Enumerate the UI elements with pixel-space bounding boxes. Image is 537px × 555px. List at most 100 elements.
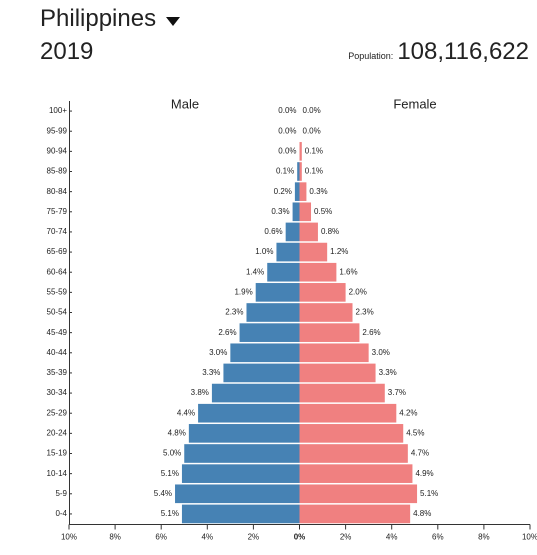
- age-group-label: 85-89: [47, 167, 68, 176]
- male-bar: [297, 162, 300, 181]
- age-group-label: 95-99: [47, 126, 68, 135]
- male-value-label: 0.3%: [271, 207, 289, 216]
- age-group-label: 80-84: [47, 187, 68, 196]
- female-value-label: 4.2%: [399, 408, 417, 417]
- x-tick-label: 6%: [432, 533, 444, 542]
- male-value-label: 0.0%: [278, 126, 296, 135]
- female-bar: [299, 484, 418, 504]
- male-bar: [276, 242, 300, 262]
- female-value-label: 2.3%: [356, 308, 374, 317]
- male-value-label: 0.1%: [276, 167, 294, 176]
- male-bar: [267, 262, 300, 282]
- female-bar: [299, 162, 302, 181]
- male-bar: [175, 484, 300, 504]
- female-bar: [299, 142, 302, 161]
- age-group-label: 70-74: [47, 227, 68, 236]
- population-label: Population:: [348, 51, 394, 61]
- male-bar: [285, 222, 300, 242]
- female-bar: [299, 303, 353, 322]
- male-bar: [211, 383, 300, 403]
- female-bar: [299, 424, 404, 443]
- male-value-label: 0.6%: [264, 227, 282, 236]
- year-label: 2019: [40, 38, 94, 65]
- male-value-label: 3.0%: [209, 348, 227, 357]
- male-value-label: 1.4%: [246, 267, 264, 276]
- male-bar: [198, 403, 300, 423]
- female-bar: [299, 343, 369, 363]
- x-tick-label: 2%: [248, 533, 260, 542]
- female-bar: [299, 444, 408, 463]
- male-bar: [239, 323, 300, 342]
- country-name: Philippines: [40, 5, 157, 32]
- x-tick-label: 4%: [202, 533, 214, 542]
- male-bar: [181, 504, 300, 524]
- female-value-label: 5.1%: [420, 489, 438, 498]
- male-value-label: 0.0%: [278, 146, 296, 155]
- male-value-label: 1.9%: [234, 287, 252, 296]
- male-bar: [184, 444, 300, 463]
- male-bar: [230, 343, 300, 363]
- female-value-label: 4.9%: [415, 469, 433, 478]
- header: Philippines 2019 Population: 108,116,622: [0, 0, 537, 80]
- female-value-label: 2.0%: [349, 287, 367, 296]
- male-value-label: 5.0%: [163, 449, 181, 458]
- male-value-label: 2.3%: [225, 308, 243, 317]
- male-value-label: 1.0%: [255, 247, 273, 256]
- age-group-label: 10-14: [47, 469, 68, 478]
- x-tick-label: 8%: [109, 533, 121, 542]
- population-block: Population: 108,116,622: [348, 38, 529, 66]
- age-group-label: 30-34: [47, 388, 68, 397]
- age-group-label: 65-69: [47, 247, 68, 256]
- female-bar: [299, 323, 360, 342]
- male-value-label: 4.8%: [168, 428, 186, 437]
- male-value-label: 3.8%: [191, 388, 209, 397]
- female-bar: [299, 222, 318, 242]
- age-group-label: 35-39: [47, 368, 68, 377]
- male-value-label: 5.1%: [161, 469, 179, 478]
- female-value-label: 4.8%: [413, 509, 431, 518]
- female-value-label: 0.0%: [303, 126, 321, 135]
- female-value-label: 3.0%: [372, 348, 390, 357]
- age-group-label: 5-9: [55, 489, 67, 498]
- female-value-label: 0.3%: [309, 187, 327, 196]
- female-value-label: 3.3%: [379, 368, 397, 377]
- female-bar: [299, 403, 397, 423]
- male-bar: [223, 363, 300, 383]
- age-group-label: 50-54: [47, 308, 68, 317]
- caret-down-icon[interactable]: [166, 16, 181, 26]
- age-group-label: 75-79: [47, 207, 68, 216]
- x-tick-label: 6%: [155, 533, 167, 542]
- female-bar: [299, 242, 328, 262]
- male-value-label: 0.0%: [278, 106, 296, 115]
- country-dropdown[interactable]: Philippines: [40, 5, 181, 33]
- age-group-label: 40-44: [47, 348, 68, 357]
- female-value-label: 3.7%: [388, 388, 406, 397]
- age-group-label: 45-49: [47, 328, 68, 337]
- age-group-label: 15-19: [47, 449, 68, 458]
- female-bar: [299, 182, 307, 201]
- female-value-label: 0.1%: [305, 167, 323, 176]
- age-group-label: 0-4: [55, 509, 67, 518]
- female-value-label: 0.5%: [314, 207, 332, 216]
- male-bar: [292, 202, 300, 222]
- female-value-label: 2.6%: [362, 328, 380, 337]
- male-value-label: 0.2%: [274, 187, 292, 196]
- population-value: 108,116,622: [397, 38, 529, 65]
- x-tick-label: 10%: [61, 533, 77, 542]
- female-value-label: 0.0%: [303, 106, 321, 115]
- x-tick-label: 10%: [522, 533, 537, 542]
- female-bar: [299, 262, 337, 282]
- x-tick-label: 4%: [386, 533, 398, 542]
- female-bar: [299, 464, 413, 483]
- age-group-label: 25-29: [47, 408, 68, 417]
- female-value-label: 1.2%: [330, 247, 348, 256]
- male-bar: [188, 424, 300, 443]
- age-group-label: 90-94: [47, 146, 68, 155]
- age-group-label: 55-59: [47, 287, 68, 296]
- female-bar: [299, 383, 385, 403]
- male-bar: [181, 464, 300, 483]
- x-tick-label: 2%: [340, 533, 352, 542]
- female-value-label: 0.8%: [321, 227, 339, 236]
- male-value-label: 3.3%: [202, 368, 220, 377]
- x-tick-label: 8%: [478, 533, 490, 542]
